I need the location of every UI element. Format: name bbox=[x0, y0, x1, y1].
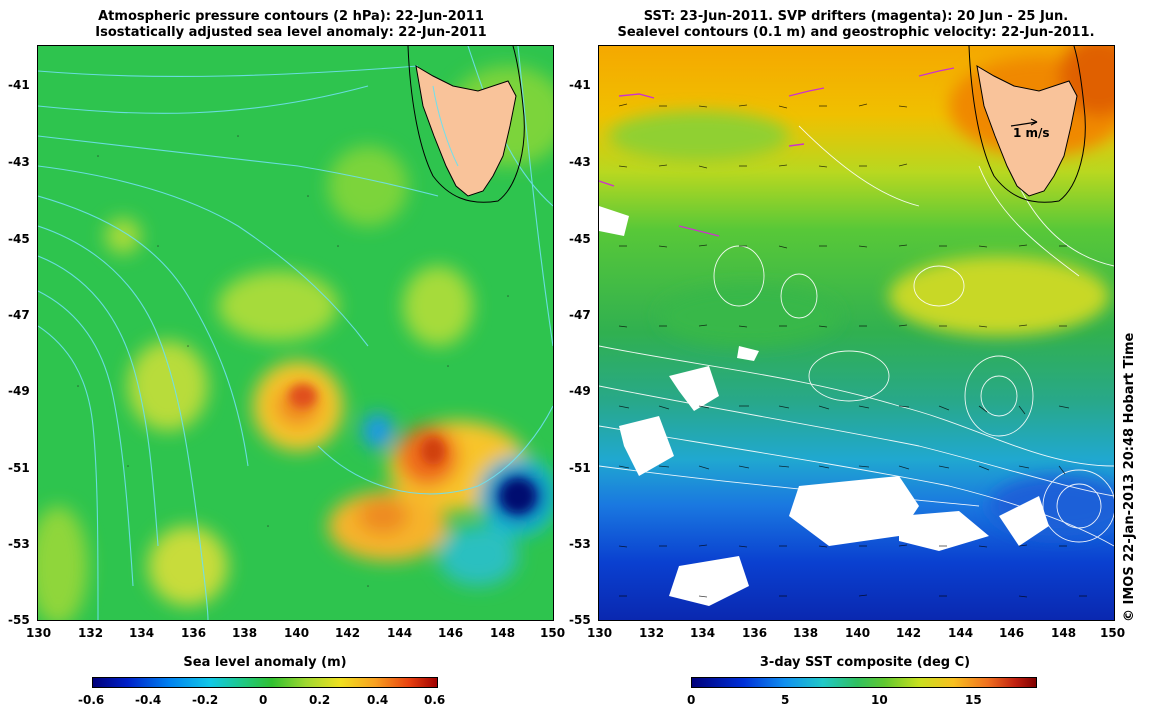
right-lon-tick: 150 bbox=[1100, 626, 1126, 640]
tasmania-right bbox=[976, 65, 1078, 197]
left-colorbar-tick: 0.2 bbox=[309, 693, 331, 707]
left-lat-tick: -41 bbox=[8, 78, 30, 92]
left-lat-tick: -55 bbox=[8, 613, 30, 627]
velocity-scale-label: 1 m/s bbox=[1013, 126, 1050, 140]
right-lon-tick: 140 bbox=[845, 626, 871, 640]
right-lon-tick: 144 bbox=[948, 626, 974, 640]
right-lon-tick: 132 bbox=[639, 626, 665, 640]
right-title-line2: Sealevel contours (0.1 m) and geostrophi… bbox=[617, 25, 1095, 40]
tasmania-left bbox=[415, 65, 517, 197]
left-lon-tick: 136 bbox=[181, 626, 207, 640]
left-colorbar-tick: -0.2 bbox=[192, 693, 219, 707]
right-lat-tick: -55 bbox=[569, 613, 591, 627]
right-colorbar bbox=[691, 677, 1037, 688]
right-lat-tick: -51 bbox=[569, 461, 591, 475]
right-lon-tick: 136 bbox=[742, 626, 768, 640]
left-lon-tick: 130 bbox=[26, 626, 52, 640]
right-lat-tick: -43 bbox=[569, 155, 591, 169]
right-title-line1: SST: 23-Jun-2011. SVP drifters (magenta)… bbox=[643, 9, 1069, 24]
left-lon-tick: 146 bbox=[438, 626, 464, 640]
left-colorbar-tick: 0.4 bbox=[367, 693, 389, 707]
left-lon-tick: 138 bbox=[232, 626, 258, 640]
left-lat-tick: -47 bbox=[8, 308, 30, 322]
left-lat-tick: -43 bbox=[8, 155, 30, 169]
imos-credit: © IMOS 22-Jan-2013 20:48 Hobart Time bbox=[1122, 332, 1137, 622]
right-sst-map[interactable]: 1 m/s bbox=[598, 45, 1115, 621]
left-title-line1: Atmospheric pressure contours (2 hPa): 2… bbox=[98, 9, 484, 24]
sst-map-graphic bbox=[599, 46, 1114, 620]
right-lon-tick: 146 bbox=[999, 626, 1025, 640]
left-colorbar-tick: 0.6 bbox=[424, 693, 446, 707]
right-colorbar-tick: 10 bbox=[871, 693, 888, 707]
right-lat-tick: -41 bbox=[569, 78, 591, 92]
scale-arrow bbox=[1010, 121, 1038, 127]
svp-drifter-tracks bbox=[599, 67, 955, 237]
left-lon-tick: 132 bbox=[78, 626, 104, 640]
left-lon-tick: 148 bbox=[490, 626, 516, 640]
right-colorbar-tick: 15 bbox=[965, 693, 982, 707]
left-lat-tick: -49 bbox=[8, 384, 30, 398]
left-lon-tick: 140 bbox=[284, 626, 310, 640]
right-lat-tick: -47 bbox=[569, 308, 591, 322]
left-colorbar-title: Sea level anomaly (m) bbox=[183, 655, 347, 670]
left-colorbar-tick: 0 bbox=[259, 693, 268, 707]
right-lon-tick: 138 bbox=[793, 626, 819, 640]
left-lat-tick: -45 bbox=[8, 232, 30, 246]
right-lat-tick: -53 bbox=[569, 537, 591, 551]
right-colorbar-tick: 0 bbox=[687, 693, 696, 707]
left-lat-tick: -51 bbox=[8, 461, 30, 475]
left-lon-tick: 134 bbox=[129, 626, 155, 640]
velocity-arrows bbox=[618, 103, 1087, 598]
left-lon-tick: 150 bbox=[540, 626, 566, 640]
left-title-line2: Isostatically adjusted sea level anomaly… bbox=[95, 25, 487, 40]
right-lon-tick: 134 bbox=[690, 626, 716, 640]
left-lat-tick: -53 bbox=[8, 537, 30, 551]
right-lon-tick: 130 bbox=[587, 626, 613, 640]
right-colorbar-title: 3-day SST composite (deg C) bbox=[759, 655, 971, 670]
right-lat-tick: -49 bbox=[569, 384, 591, 398]
right-lat-tick: -45 bbox=[569, 232, 591, 246]
left-colorbar-tick: -0.6 bbox=[78, 693, 105, 707]
left-colorbar-tick: -0.4 bbox=[135, 693, 162, 707]
left-sea-level-map[interactable] bbox=[37, 45, 554, 621]
left-colorbar bbox=[92, 677, 438, 688]
sla-map-graphic bbox=[38, 46, 553, 620]
left-lon-tick: 142 bbox=[335, 626, 361, 640]
left-lon-tick: 144 bbox=[387, 626, 413, 640]
right-lon-tick: 148 bbox=[1051, 626, 1077, 640]
right-lon-tick: 142 bbox=[896, 626, 922, 640]
right-colorbar-tick: 5 bbox=[781, 693, 790, 707]
